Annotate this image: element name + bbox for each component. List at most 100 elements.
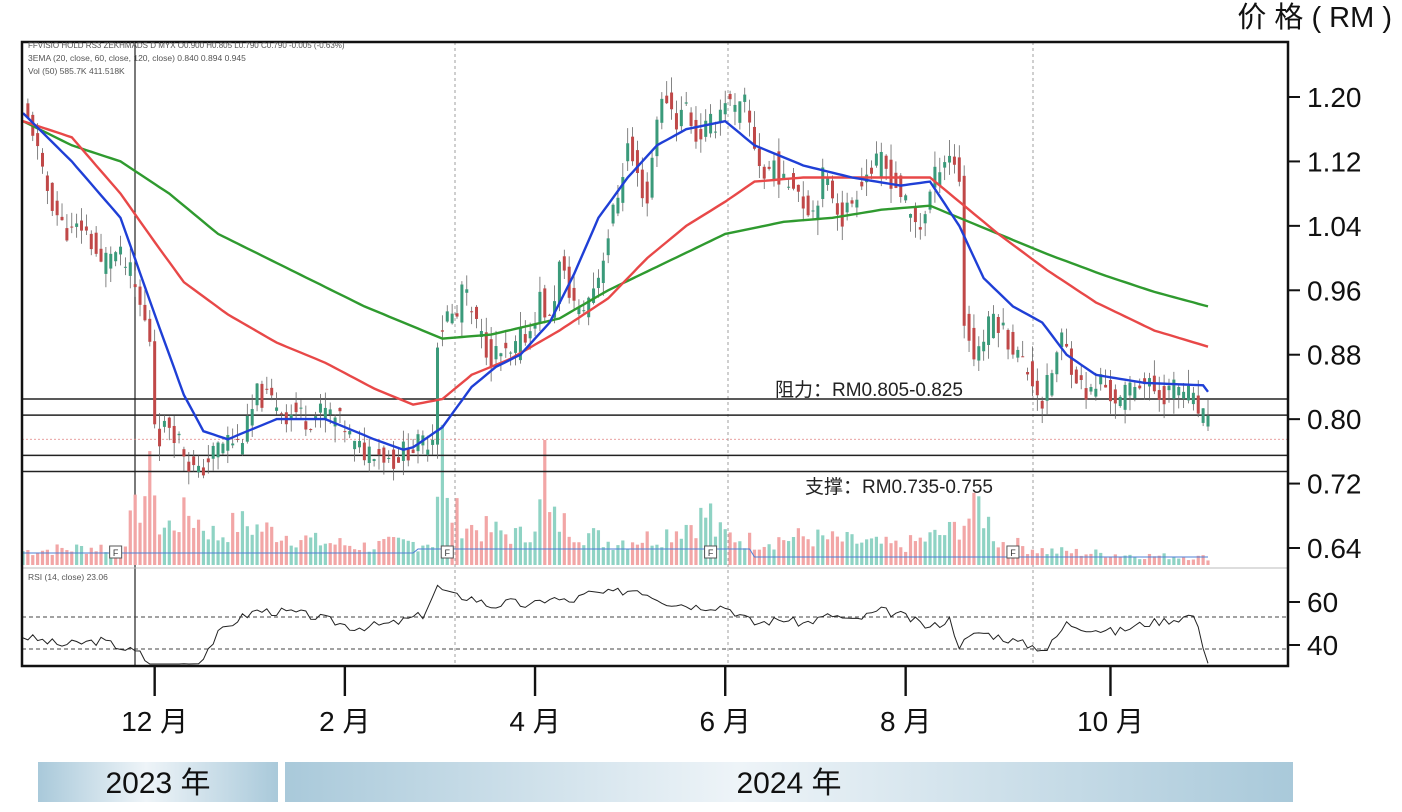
candle-body: [299, 407, 303, 409]
candle-body: [845, 202, 849, 213]
candle-body: [811, 210, 815, 212]
candle-body: [821, 167, 825, 199]
volume-bar: [382, 539, 386, 565]
volume-bar: [333, 544, 337, 565]
volume-bar: [943, 535, 947, 565]
candle-body: [436, 347, 440, 445]
volume-bar: [445, 497, 449, 565]
volume-bar: [148, 451, 152, 565]
candle-body: [553, 301, 557, 318]
volume-bar: [718, 522, 722, 565]
candle-body: [470, 311, 474, 313]
rsi-line: [22, 584, 1209, 665]
volume-bar: [884, 536, 888, 565]
volume-bar: [938, 535, 942, 565]
candle-body: [909, 214, 913, 218]
rsi-tick-label: 60: [1307, 587, 1338, 618]
volume-bar: [830, 531, 835, 565]
candle-body: [640, 169, 644, 199]
volume-bar: [1162, 553, 1166, 565]
volume-bar: [801, 536, 805, 565]
candle-body: [621, 177, 625, 203]
candle-body: [387, 457, 391, 459]
volume-bar: [387, 536, 391, 565]
candle-body: [236, 438, 240, 440]
volume-bar: [455, 498, 459, 565]
candle-body: [762, 166, 766, 179]
candle-body: [45, 175, 49, 191]
candle-body: [104, 252, 108, 274]
candle-body: [718, 109, 722, 122]
volume-bar: [611, 549, 615, 565]
candle-body: [450, 313, 454, 324]
candle-body: [36, 133, 40, 147]
candle-body: [1196, 395, 1200, 414]
candle-body: [367, 446, 371, 464]
candle-body: [119, 246, 123, 255]
volume-bar: [157, 534, 162, 565]
candle-body: [187, 461, 191, 472]
candle-body: [1138, 385, 1142, 389]
volume-bar: [791, 536, 796, 565]
volume-bar: [484, 516, 488, 565]
volume-bar: [509, 543, 513, 565]
candle-body: [582, 310, 586, 312]
candle-body: [265, 388, 269, 390]
candle-body: [611, 204, 615, 224]
candle-body: [70, 226, 74, 228]
candle-body: [587, 297, 591, 318]
volume-bar: [294, 547, 298, 565]
price-tick-label: 0.64: [1307, 533, 1362, 564]
volume-bar: [255, 524, 259, 565]
candle-body: [338, 407, 342, 412]
candle-body: [289, 414, 293, 420]
candle-body: [787, 186, 791, 188]
candle-body: [94, 232, 98, 254]
volume-bar: [201, 530, 206, 565]
header-line-1: FFVISIO HOLD RS3 ZEKHMADS D MYX O0.900 H…: [28, 41, 345, 50]
volume-bar: [353, 549, 357, 565]
candle-body: [884, 155, 888, 169]
rsi-header: RSI (14, close) 23.06: [28, 572, 108, 582]
volume-bar: [811, 546, 815, 565]
volume-bar: [630, 542, 635, 565]
candle-body: [1186, 385, 1190, 401]
volume-bar: [904, 551, 908, 565]
year-band-2024: [285, 762, 1293, 802]
ema-120-line: [22, 120, 1209, 340]
candle-body: [465, 289, 469, 293]
candle-body: [850, 200, 854, 204]
price-tick-label: 1.04: [1307, 211, 1362, 242]
candle-body: [684, 102, 688, 104]
volume-bar: [567, 536, 571, 565]
month-label: 10 月: [1077, 706, 1144, 737]
volume-bar: [182, 497, 186, 565]
volume-bar: [187, 515, 191, 565]
volume-bar: [645, 531, 649, 565]
candle-body: [835, 203, 839, 215]
candle-body: [514, 341, 518, 353]
volume-bar: [75, 544, 79, 565]
month-label: 2 月: [319, 706, 370, 737]
volume-bar: [450, 522, 454, 565]
volume-bar: [996, 547, 1000, 565]
volume-bar: [733, 542, 737, 565]
volume-bar: [274, 542, 279, 565]
candle-body: [1035, 380, 1039, 396]
volume-bar: [982, 528, 986, 565]
volume-bar: [1177, 558, 1181, 565]
candle-body: [221, 443, 225, 454]
candle-body: [1065, 343, 1069, 347]
volume-bar: [1191, 559, 1195, 565]
candle-body: [401, 441, 405, 461]
volume-bar: [1035, 553, 1039, 565]
volume-bar: [1206, 560, 1210, 565]
candle-body: [275, 407, 279, 411]
candle-body: [879, 151, 883, 178]
candle-body: [967, 313, 971, 341]
candle-body: [109, 253, 113, 269]
candle-body: [357, 440, 361, 448]
plot-background: [22, 42, 1288, 666]
volume-bar: [474, 530, 479, 565]
volume-bar: [947, 521, 952, 565]
